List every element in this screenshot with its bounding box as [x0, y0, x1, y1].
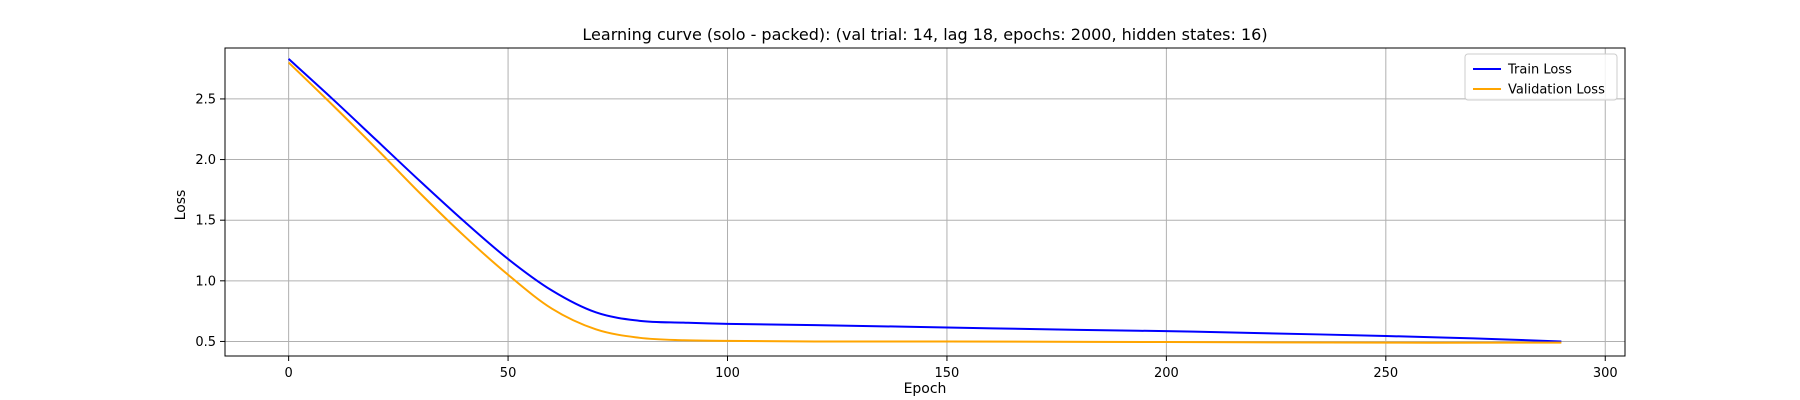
x-tick-label: 100	[715, 366, 740, 381]
legend-label-validation-loss: Validation Loss	[1508, 83, 1605, 98]
y-tick-label: 1.0	[195, 274, 216, 289]
grid-lines	[225, 48, 1625, 356]
x-tick-label: 150	[935, 366, 960, 381]
y-axis-label: Loss	[173, 190, 189, 221]
chart-title: Learning curve (solo - packed): (val tri…	[582, 25, 1267, 44]
x-tick-label: 0	[284, 366, 292, 381]
legend-box	[1464, 53, 1618, 101]
series-lines	[287, 58, 1562, 344]
plot-frame	[224, 47, 1626, 357]
y-tick-label: 2.0	[195, 153, 216, 168]
legend: Train Loss Validation Loss	[1464, 53, 1618, 101]
validation-loss-line	[287, 61, 1562, 344]
train-loss-line	[287, 58, 1562, 343]
y-tick-label: 1.5	[195, 214, 216, 229]
x-tick-label: 200	[1154, 366, 1179, 381]
y-axis-ticks: 0.5 1.0 1.5 2.0 2.5	[195, 92, 225, 350]
legend-label-train-loss: Train Loss	[1507, 63, 1572, 78]
x-tick-label: 250	[1373, 366, 1398, 381]
y-tick-label: 2.5	[195, 92, 216, 107]
x-axis-label: Epoch	[904, 381, 947, 397]
y-tick-label: 0.5	[195, 335, 216, 350]
x-tick-label: 300	[1593, 366, 1618, 381]
x-tick-label: 50	[500, 366, 517, 381]
x-axis-ticks: 0 50 100 150 200 250 300	[284, 356, 1618, 381]
